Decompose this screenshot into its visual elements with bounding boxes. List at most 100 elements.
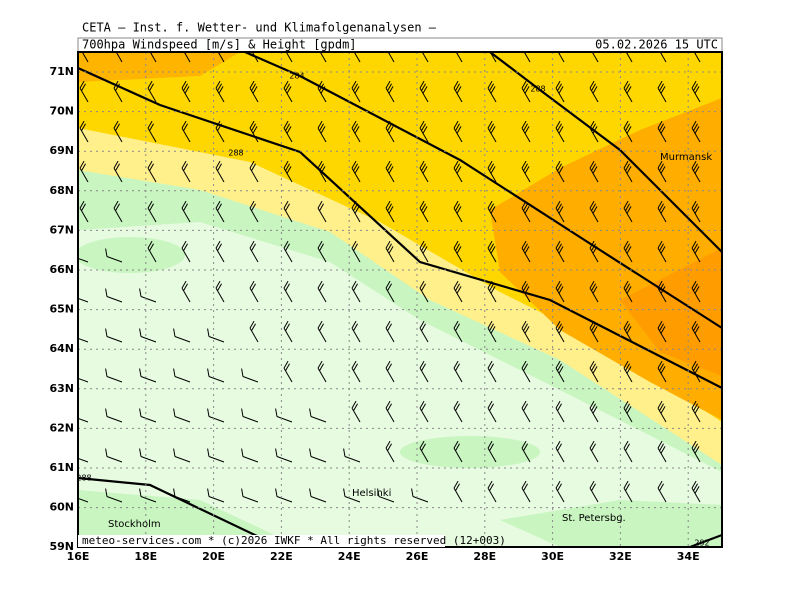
barb-feather (589, 440, 595, 449)
barb-feather (524, 206, 530, 214)
wind-barb (275, 448, 293, 463)
wind-barb (385, 400, 395, 423)
barb-feather (657, 320, 663, 329)
wind-barb (419, 240, 429, 263)
wind-barb (691, 120, 701, 143)
barb-feather (309, 408, 312, 417)
wind-barb (411, 488, 429, 503)
barb-feather (69, 329, 75, 337)
barb-feather (283, 320, 289, 329)
barb-feather (422, 206, 428, 214)
band (400, 436, 540, 468)
barb-feather (421, 403, 426, 411)
barb-feather (456, 86, 462, 94)
barb-feather (659, 283, 664, 291)
barb-feather (589, 320, 595, 329)
wind-barb (351, 200, 361, 223)
barb-feather (660, 86, 666, 94)
barb-feather (659, 123, 664, 131)
barb-feather (555, 120, 561, 129)
barb-staff (657, 52, 667, 63)
lat-label: 67N (49, 223, 74, 236)
lat-label: 70N (49, 105, 74, 118)
wind-barb (487, 160, 497, 183)
barb-feather (249, 320, 255, 329)
barb-feather (625, 123, 630, 131)
barb-feather (557, 443, 562, 451)
wind-barb (215, 280, 225, 303)
barb-feather (555, 360, 561, 369)
footer-box (78, 535, 445, 547)
barb-feather (147, 240, 153, 249)
barb-feather (388, 126, 394, 134)
barb-feather (351, 320, 357, 329)
barb-feather (490, 326, 496, 334)
barb-feather (691, 200, 697, 209)
barb-staff (310, 416, 327, 423)
contour-line (78, 66, 722, 389)
barb-feather (283, 240, 289, 249)
barb-feather (385, 200, 391, 209)
wind-barb (555, 240, 565, 263)
band (78, 490, 300, 547)
barb-feather (275, 408, 278, 417)
contour-label: 288 (76, 474, 91, 483)
barb-feather (69, 409, 75, 417)
barb-feather (69, 449, 75, 457)
barb-feather (217, 283, 222, 291)
wind-barb (283, 240, 293, 263)
barb-staff (140, 496, 157, 503)
barb-staff (453, 52, 463, 63)
barb-feather (659, 483, 664, 491)
wind-barb (589, 240, 599, 263)
wind-barb (139, 288, 157, 303)
wind-barb (487, 360, 497, 383)
barb-feather (69, 489, 75, 497)
wind-barb (555, 480, 565, 503)
wind-barb (691, 440, 701, 463)
barb-feather (487, 320, 493, 329)
wind-barb (317, 160, 327, 183)
barb-staff (208, 496, 225, 503)
barb-feather (657, 120, 663, 129)
barb-staff (174, 456, 191, 463)
barb-feather (691, 160, 697, 169)
wind-barb (657, 440, 667, 463)
contour-label: 284 (289, 72, 304, 81)
barb-feather (657, 280, 663, 289)
wind-barb (317, 200, 327, 223)
barb-feather (421, 243, 426, 251)
wind-barb (309, 488, 327, 503)
barb-feather (354, 206, 360, 214)
lat-label: 64N (49, 342, 74, 355)
wind-barb (385, 280, 395, 303)
wind-barb (623, 400, 633, 423)
wind-barb (691, 320, 701, 343)
wind-barb (555, 80, 565, 103)
barb-feather (115, 163, 120, 171)
barb-feather (659, 363, 664, 371)
barb-feather (309, 488, 312, 497)
barb-feather (455, 403, 460, 411)
barb-feather (149, 123, 154, 131)
barb-feather (353, 243, 358, 251)
barb-feather (625, 323, 630, 331)
wind-barb (173, 488, 191, 503)
barb-feather (421, 203, 426, 211)
barb-feather (626, 206, 632, 214)
wind-barb (521, 400, 531, 423)
barb-feather (694, 446, 700, 454)
lon-label: 26E (406, 550, 429, 563)
wind-barb (317, 360, 327, 383)
barb-feather (623, 280, 629, 289)
lon-label: 20E (202, 550, 225, 563)
barb-feather (453, 480, 459, 489)
barb-feather (523, 323, 528, 331)
barb-feather (173, 408, 176, 417)
wind-barb (351, 120, 361, 143)
wind-barb (419, 120, 429, 143)
barb-feather (591, 363, 596, 371)
barb-feather (385, 400, 391, 409)
wind-barb (419, 200, 429, 223)
wind-barb (521, 360, 531, 383)
